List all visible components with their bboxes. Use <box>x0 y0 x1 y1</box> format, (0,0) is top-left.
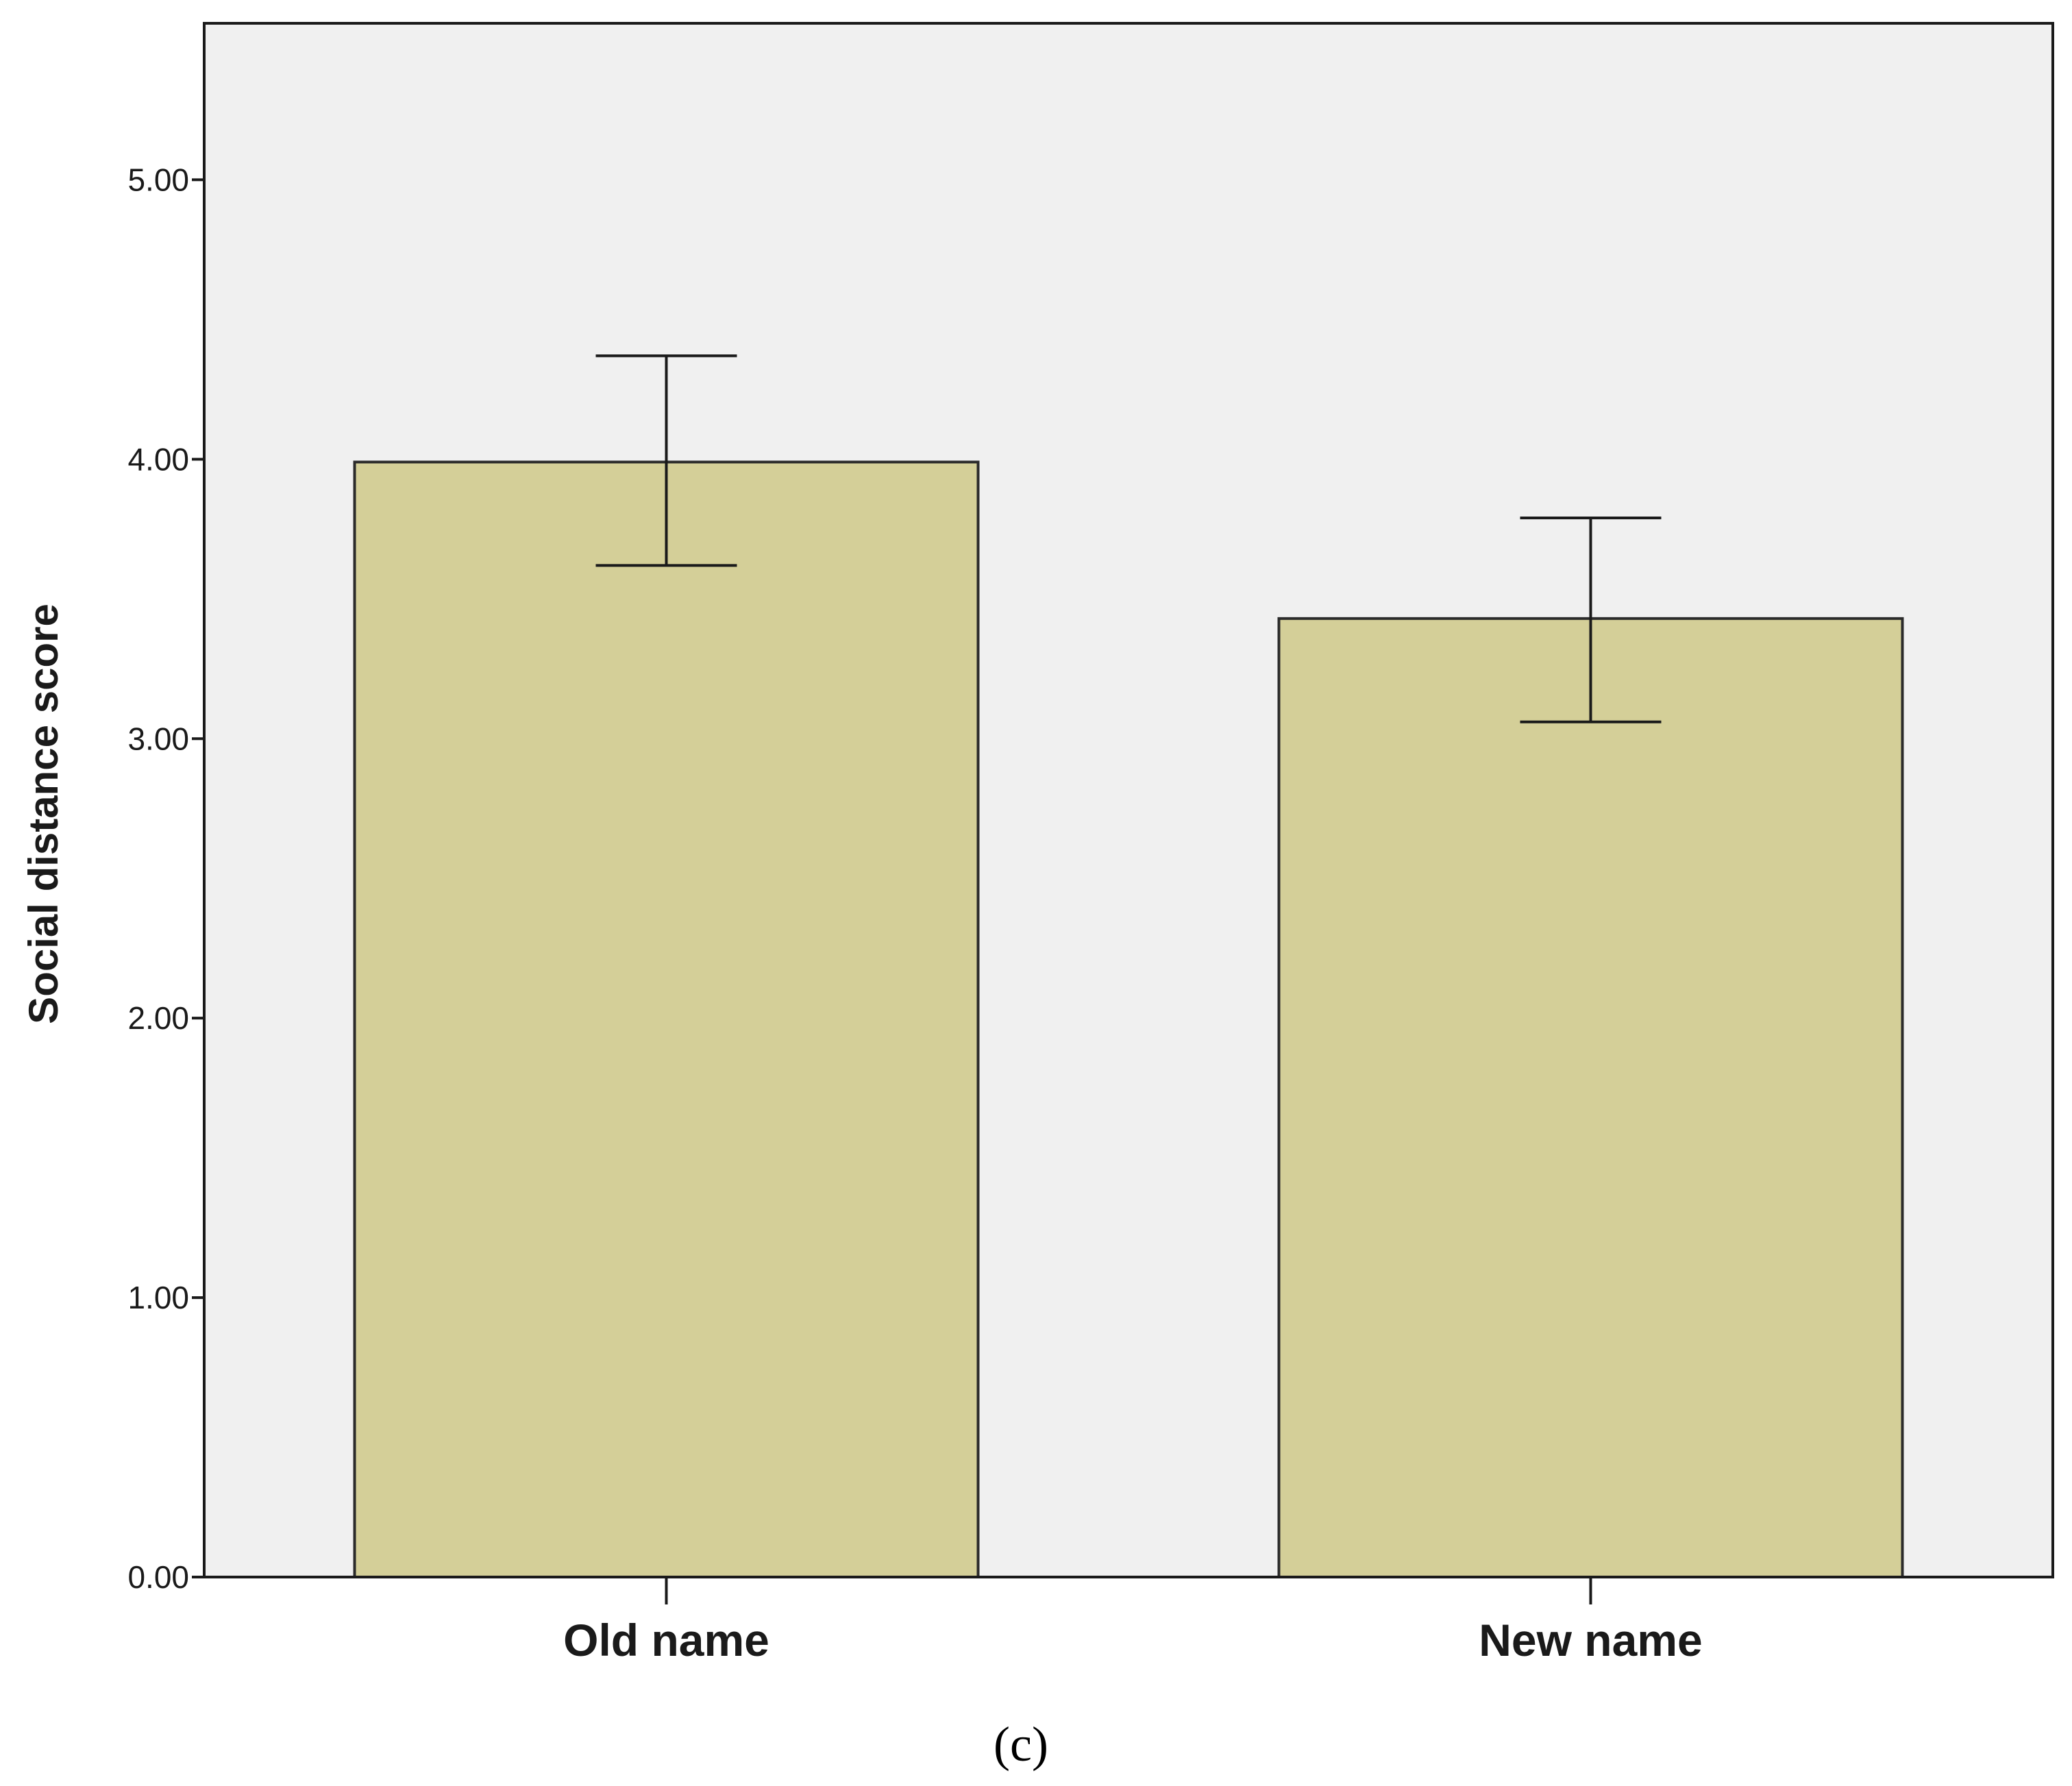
y-tick-label: 1.00 <box>127 1280 189 1315</box>
y-tick-label: 5.00 <box>127 162 189 197</box>
y-tick-label: 2.00 <box>127 1000 189 1036</box>
y-tick-label: 4.00 <box>127 441 189 477</box>
error-bars <box>595 354 1662 723</box>
y-ticks: 0.00 1.00 2.00 3.00 4.00 5.00 <box>127 162 204 1595</box>
x-category-labels: Old name New name <box>563 1615 1703 1665</box>
bar-old-name <box>353 460 980 1578</box>
panel-label: (c) <box>994 1717 1048 1772</box>
error-bar-old-name <box>595 354 737 567</box>
x-tick-label: Old name <box>563 1615 769 1665</box>
y-tick-label: 3.00 <box>127 721 189 756</box>
y-tick-label: 0.00 <box>127 1559 189 1595</box>
bar-new-name <box>1277 617 1904 1579</box>
error-bar-new-name <box>1520 517 1662 723</box>
axes <box>203 23 2053 1604</box>
x-tick-label: New name <box>1479 1615 1702 1665</box>
y-axis-title: Social distance score <box>21 604 66 1024</box>
